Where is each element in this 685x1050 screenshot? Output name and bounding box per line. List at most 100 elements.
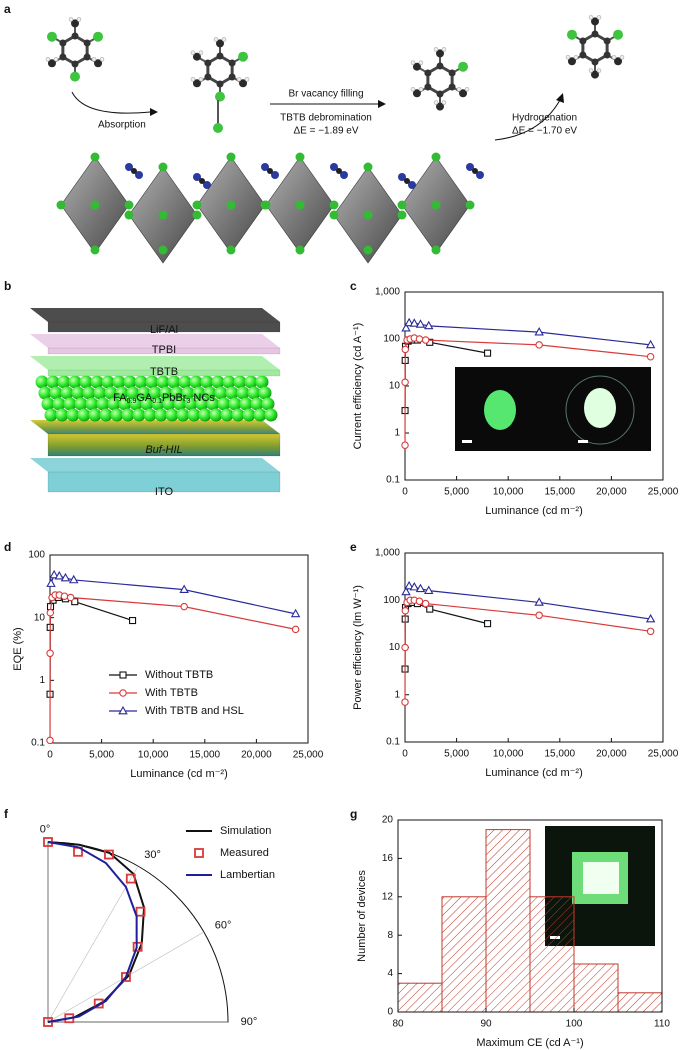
x-tick-label: 0 <box>47 750 53 761</box>
nanocrystal <box>126 386 140 400</box>
bromide-ion <box>90 200 100 210</box>
layer-label: LiF/Al <box>150 324 178 336</box>
scale-bar <box>462 440 472 443</box>
layer-label: TBTB <box>150 366 178 378</box>
hydrogen-atom <box>190 77 196 82</box>
photo-glow <box>584 388 616 428</box>
nanocrystal <box>110 408 124 422</box>
nanocrystal <box>46 375 60 389</box>
hydrogen-atom <box>198 50 204 55</box>
panel-label: e <box>350 540 357 554</box>
data-point <box>646 352 655 361</box>
methyl-carbon <box>239 79 248 88</box>
cation-nitrogen <box>408 181 416 189</box>
layer-top <box>30 356 280 370</box>
data-point <box>415 583 426 593</box>
methyl-carbon <box>459 89 468 98</box>
panel-label: d <box>4 540 11 554</box>
bromide-ion <box>295 245 305 255</box>
bromine-atom <box>70 71 80 82</box>
layer-front <box>47 321 281 333</box>
nanocrystal <box>222 375 236 389</box>
layer-label: TPBI <box>152 344 176 356</box>
bromine-atom <box>46 31 57 42</box>
carbon-atom <box>436 90 444 98</box>
nanocrystal <box>137 386 151 400</box>
nanocrystal <box>187 408 201 422</box>
photo-dish <box>565 375 635 445</box>
bromine-atom <box>238 51 249 62</box>
data-point <box>401 643 409 652</box>
nanocrystal <box>104 386 118 400</box>
x-tick-label: 20,000 <box>596 487 627 498</box>
y-tick-label: 10 <box>389 381 401 392</box>
data-point <box>645 613 656 623</box>
data-point <box>534 327 544 336</box>
hydrogen-atom <box>418 87 424 92</box>
bromine-atom <box>458 61 469 72</box>
layer-top <box>30 458 280 472</box>
nanocrystal <box>49 386 63 400</box>
cation-nitrogen <box>330 163 338 171</box>
nanocrystal <box>140 397 154 411</box>
data-point <box>135 906 146 917</box>
methyl-carbon <box>216 39 224 48</box>
y-tick-label: 10 <box>389 642 401 653</box>
methyl-carbon <box>192 52 201 61</box>
carbon-atom <box>579 37 587 45</box>
nanocrystal <box>145 375 159 389</box>
nanocrystal <box>101 375 115 389</box>
layer-label-part: 0.9 <box>127 398 137 405</box>
legend-marker <box>119 689 127 697</box>
nanocrystal <box>159 386 173 400</box>
carbon-atom <box>204 73 212 81</box>
data-point <box>290 608 301 618</box>
cation-nitrogen <box>135 171 143 179</box>
methyl-carbon <box>567 57 576 66</box>
data-point <box>66 593 75 602</box>
cation-carbon <box>404 178 410 184</box>
legend-label: Simulation <box>220 825 271 837</box>
bromine-atom <box>215 91 225 102</box>
layer-label-part: 3 <box>186 398 190 405</box>
x-axis-label: Maximum CE (cd A⁻¹) <box>476 1037 583 1049</box>
hydrogen-atom <box>441 100 447 105</box>
nanocrystal <box>203 386 217 400</box>
carbon-atom <box>71 32 79 40</box>
nanocrystal <box>63 397 77 411</box>
bromide-ion <box>226 200 236 210</box>
nanocrystal <box>57 375 71 389</box>
layer-label-part: NCs <box>190 392 215 404</box>
data-point <box>421 599 430 608</box>
bromide-ion <box>192 200 202 210</box>
y-tick-label: 10 <box>34 612 46 623</box>
polar-frame <box>47 841 229 1023</box>
y-axis-label: Power efficiency (lm W⁻¹) <box>352 585 364 710</box>
layer-front <box>47 433 281 457</box>
y-axis-label: EQE (%) <box>12 627 24 670</box>
energy-label: ΔE = −1.89 eV <box>293 126 358 137</box>
bromide-ion <box>124 200 134 210</box>
carbon-atom <box>83 53 91 61</box>
bromide-ion <box>397 210 407 220</box>
photo-glow <box>484 390 516 430</box>
x-tick-label: 5,000 <box>89 750 114 761</box>
angle-label: 60° <box>215 920 232 932</box>
data-point <box>535 611 543 620</box>
histogram-bar <box>441 896 487 1013</box>
methyl-carbon <box>71 19 79 28</box>
hydrogen-atom <box>198 77 204 82</box>
cation-nitrogen <box>398 173 406 181</box>
legend-swatch <box>194 848 204 858</box>
methyl-carbon <box>591 17 599 26</box>
nanocrystal <box>121 408 135 422</box>
nanocrystal <box>134 375 148 389</box>
data-point <box>180 602 188 611</box>
nanocrystal <box>88 408 102 422</box>
data-point <box>426 605 434 613</box>
x-tick-label: 5,000 <box>444 749 469 760</box>
y-tick-label: 0.1 <box>386 475 400 486</box>
x-tick-label: 15,000 <box>545 487 576 498</box>
data-point <box>415 597 424 606</box>
y-tick-label: 0 <box>387 1007 393 1018</box>
